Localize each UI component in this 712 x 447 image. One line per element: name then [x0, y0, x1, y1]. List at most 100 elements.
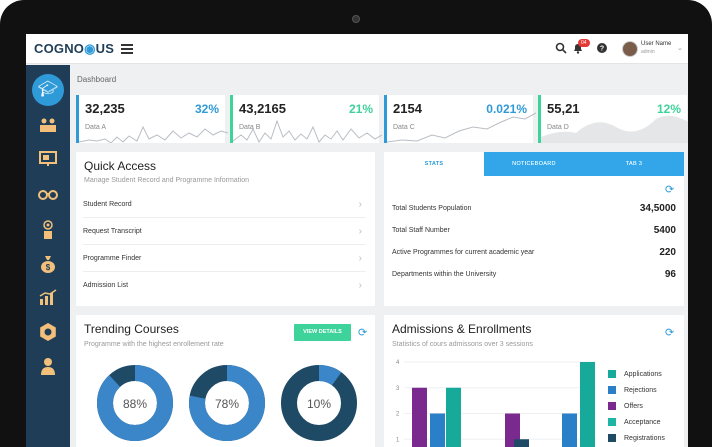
admissions-card: Admissions & Enrollments Statistics of c…	[384, 315, 684, 447]
stat-value: 2154	[393, 101, 422, 116]
y-tick-label: 3	[396, 386, 400, 392]
user-name: User Name	[641, 41, 672, 47]
stat-row-value: 96	[664, 269, 676, 280]
legend-swatch	[608, 370, 616, 379]
quick-access-item[interactable]: Student Record ›	[83, 192, 366, 218]
chevron-right-icon: ›	[358, 199, 362, 210]
stat-label: Data D	[547, 124, 569, 131]
donut-charts	[97, 365, 357, 441]
stat-card-d[interactable]: 55,21 12% Data D	[538, 95, 688, 143]
notification-badge: 04	[578, 39, 590, 47]
menu-toggle-icon[interactable]	[121, 42, 133, 54]
quick-access-item[interactable]: Programme Finder ›	[83, 246, 366, 272]
donut-arc	[189, 365, 265, 441]
refresh-icon[interactable]: ⟳	[665, 327, 675, 339]
bar	[446, 387, 461, 447]
money-bag-icon[interactable]: $	[37, 255, 59, 277]
legend-item: Offers	[608, 402, 643, 412]
stat-label: Data C	[393, 124, 415, 131]
graduation-cap-icon[interactable]: 🎓︎	[32, 74, 64, 106]
view-details-button[interactable]: VIEW DETAILS	[294, 324, 351, 341]
quick-access-item-label: Request Transcript	[83, 228, 142, 235]
legend-label: Rejections	[624, 387, 657, 394]
legend-label: Offers	[624, 403, 643, 410]
svg-text:$: $	[46, 263, 51, 272]
legend-swatch	[608, 402, 616, 411]
user-icon[interactable]	[37, 357, 59, 379]
stat-card-b[interactable]: 43,2165 21% Data B	[230, 95, 382, 143]
logo-mark: ◉	[84, 41, 96, 56]
bar	[430, 413, 445, 447]
stat-row: Active Programmes for current academic y…	[392, 243, 676, 263]
students-icon[interactable]	[37, 117, 59, 139]
stat-percent: 21%	[348, 102, 373, 116]
sparkline-b	[233, 119, 382, 143]
svg-text:?: ?	[600, 46, 604, 53]
help-icon[interactable]: ?	[595, 42, 609, 56]
trending-title: Trending Courses	[84, 322, 179, 336]
top-bar: COGNO◉US 04 ? User Name admin ⌄	[26, 34, 688, 64]
donut-arc	[281, 365, 357, 441]
bar	[505, 413, 520, 447]
legend-item: Rejections	[608, 386, 657, 396]
stat-label: Data B	[239, 124, 261, 131]
y-tick-label: 1	[396, 437, 400, 443]
stat-card-c[interactable]: 2154 0.021% Data C	[384, 95, 536, 143]
breadcrumb[interactable]: Dashboard	[77, 75, 117, 84]
legend-label: Applications	[624, 371, 662, 378]
bar	[580, 362, 595, 447]
avatar[interactable]	[622, 41, 638, 57]
bar	[514, 439, 529, 447]
quick-access-subtitle: Manage Student Record and Programme Info…	[84, 177, 249, 184]
target-person-icon[interactable]	[37, 220, 59, 242]
stat-row-label: Departments within the University	[392, 271, 497, 278]
stat-percent: 12%	[656, 102, 681, 116]
tab-noticeboard[interactable]: NOTICEBOARD	[484, 152, 584, 176]
presentation-icon[interactable]	[37, 151, 59, 173]
user-role: admin	[641, 49, 655, 55]
stat-row-label: Total Students Population	[392, 205, 472, 212]
stat-row: Total Staff Number 5400	[392, 221, 676, 241]
admissions-subtitle: Statistics of cours admissons over 3 ses…	[392, 341, 533, 348]
quick-access-item[interactable]: Request Transcript ›	[83, 219, 366, 245]
legend-item: Applications	[608, 370, 662, 380]
donut-arc	[97, 365, 173, 441]
stat-percent: 32%	[194, 102, 219, 116]
logo-text-prefix: COGNO	[34, 41, 85, 56]
stat-row: Total Students Population 34,5000	[392, 199, 676, 219]
chevron-down-icon[interactable]: ⌄	[677, 45, 683, 52]
quick-access-item-label: Student Record	[83, 201, 132, 208]
refresh-icon[interactable]: ⟳	[358, 327, 368, 339]
chevron-right-icon: ›	[358, 280, 362, 291]
bar-chart-icon[interactable]	[37, 289, 59, 311]
quick-access-item-label: Admission List	[83, 282, 129, 289]
stat-card-a[interactable]: 32,235 32% Data A	[76, 95, 228, 143]
quick-access-item[interactable]: Admission List ›	[83, 273, 366, 299]
app-logo[interactable]: COGNO◉US	[34, 41, 114, 57]
y-tick-label: 4	[396, 360, 400, 366]
tab-stats-label[interactable]: STATS	[424, 161, 444, 167]
legend-swatch	[608, 418, 616, 427]
app-screen: COGNO◉US 04 ? User Name admin ⌄ 🎓︎	[26, 34, 688, 447]
tab-3[interactable]: TAB 3	[584, 152, 684, 176]
legend-label: Acceptance	[624, 419, 661, 426]
legend-label: Registrations	[624, 435, 665, 442]
camera-icon	[352, 15, 360, 23]
sparkline-d	[541, 115, 688, 143]
bar	[562, 413, 577, 447]
stat-value: 55,21	[547, 101, 580, 116]
stat-value: 43,2165	[239, 101, 286, 116]
stat-row: Departments within the University 96	[392, 265, 676, 285]
refresh-icon[interactable]: ⟳	[665, 184, 675, 196]
gear-icon[interactable]	[37, 323, 59, 345]
stat-row-label: Total Staff Number	[392, 227, 450, 234]
stat-row-value: 220	[659, 247, 676, 258]
legend-item: Registrations	[608, 434, 665, 444]
donut-label: 10%	[306, 397, 332, 411]
legend-swatch	[608, 386, 616, 395]
glasses-icon[interactable]	[37, 185, 59, 207]
stat-row-value: 5400	[653, 225, 676, 236]
stats-panel: STATS NOTICEBOARD TAB 3 STATS ⟳ Total St…	[384, 152, 684, 306]
search-icon[interactable]	[554, 42, 568, 56]
legend-swatch	[608, 434, 616, 443]
